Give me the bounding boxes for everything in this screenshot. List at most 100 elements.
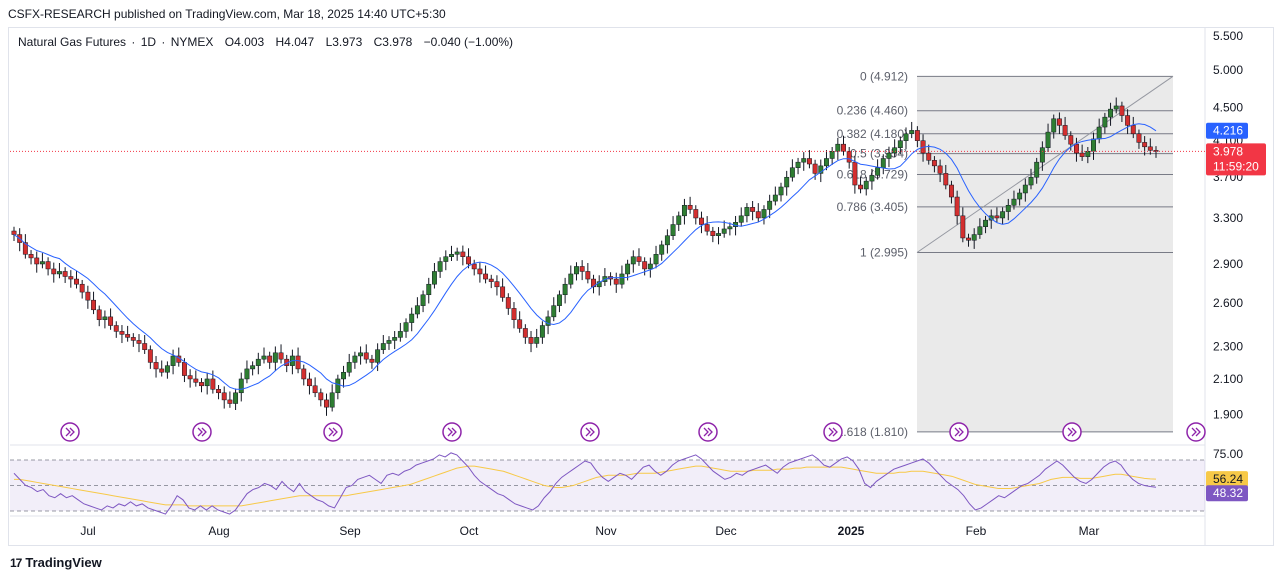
candle <box>238 372 244 402</box>
candle-body <box>358 352 364 357</box>
candle-body <box>528 337 534 344</box>
candle-body <box>51 268 57 275</box>
moving-average-line <box>13 123 1157 390</box>
candle <box>125 325 131 342</box>
candle-body <box>562 283 568 296</box>
candle <box>841 135 846 156</box>
candle-body <box>914 130 920 141</box>
candle-body <box>153 362 159 370</box>
event-icon[interactable] <box>580 422 600 442</box>
candle-body <box>721 228 727 234</box>
candle <box>397 322 403 342</box>
candle <box>403 318 409 338</box>
candle <box>346 353 352 377</box>
candle <box>62 267 68 283</box>
candle <box>983 215 989 234</box>
candle <box>1130 116 1136 139</box>
candle <box>602 268 608 286</box>
candle-body <box>210 378 216 390</box>
symbol-legend[interactable]: Natural Gas Futures · 1D · NYMEX O4.003 … <box>18 35 514 49</box>
candle <box>130 333 136 347</box>
candle-body <box>1039 147 1045 163</box>
candle-body <box>216 389 221 394</box>
candle-body <box>199 382 204 387</box>
candle <box>539 321 545 344</box>
event-icon[interactable] <box>442 422 462 442</box>
candle <box>483 265 489 284</box>
candle <box>568 265 574 289</box>
candle <box>727 222 733 236</box>
candle-body <box>363 352 369 360</box>
candle <box>517 311 523 333</box>
event-icon[interactable] <box>323 422 343 442</box>
candle-body <box>488 278 494 282</box>
candle <box>267 351 273 369</box>
event-icon[interactable] <box>1062 422 1082 442</box>
candle-body <box>534 337 540 344</box>
candle <box>85 285 91 309</box>
candle-body <box>801 158 807 163</box>
event-icon[interactable] <box>698 422 718 442</box>
tradingview-logo[interactable]: 17 TradingView <box>10 555 102 570</box>
candle <box>784 170 790 196</box>
candle <box>159 360 165 377</box>
candle-body <box>261 355 267 360</box>
candle <box>199 378 204 393</box>
candle <box>591 274 596 294</box>
candle-body <box>858 184 864 190</box>
symbol-name[interactable]: Natural Gas Futures <box>18 35 127 49</box>
candle-body <box>397 331 403 338</box>
candle <box>466 248 471 269</box>
candle-body <box>1119 105 1125 116</box>
candle <box>301 364 307 386</box>
event-icon-chevrons <box>828 427 838 437</box>
candle-body <box>971 234 977 241</box>
candle-body <box>1005 205 1011 212</box>
candle-body <box>28 254 34 259</box>
candle-body <box>1074 143 1079 154</box>
candle-body <box>164 365 170 373</box>
candle <box>1108 102 1113 126</box>
candle <box>693 205 699 225</box>
event-icon[interactable] <box>192 422 212 442</box>
event-icon[interactable] <box>823 422 843 442</box>
candle <box>613 272 619 293</box>
candle <box>477 262 483 283</box>
tv-logo-icon: 17 <box>10 555 22 570</box>
candle-body <box>619 273 625 285</box>
candle <box>767 194 773 219</box>
candle-body <box>414 305 420 315</box>
candle <box>1022 178 1028 202</box>
event-icon[interactable] <box>1186 422 1206 442</box>
candle-body <box>130 337 136 341</box>
countdown-label: 11:59:20 <box>1213 159 1259 173</box>
candle-body <box>1028 176 1034 186</box>
candle-body <box>1113 105 1119 110</box>
candle-body <box>960 215 966 239</box>
candle <box>562 277 568 304</box>
event-icon[interactable] <box>60 422 80 442</box>
candle <box>954 190 960 225</box>
candle-body <box>653 254 659 265</box>
candle-body <box>931 160 937 167</box>
candle <box>1136 129 1142 149</box>
candle <box>806 150 812 169</box>
fib-level-label: 0.236 (4.460) <box>837 104 908 118</box>
event-icon-chevrons <box>1067 427 1077 437</box>
rsi-ma-line <box>14 465 1157 507</box>
candle <box>755 203 761 223</box>
candle-body <box>346 362 352 373</box>
candle <box>278 344 284 364</box>
interval[interactable]: 1D <box>140 35 157 49</box>
candle-body <box>431 271 437 285</box>
event-icon[interactable] <box>949 422 969 442</box>
chart-frame <box>8 27 1274 546</box>
candle <box>51 262 57 283</box>
candle <box>647 257 653 278</box>
candle <box>556 290 562 313</box>
event-icon-chevrons <box>328 427 338 437</box>
candle <box>704 216 710 236</box>
candle <box>824 150 829 171</box>
candle-body <box>505 297 511 309</box>
